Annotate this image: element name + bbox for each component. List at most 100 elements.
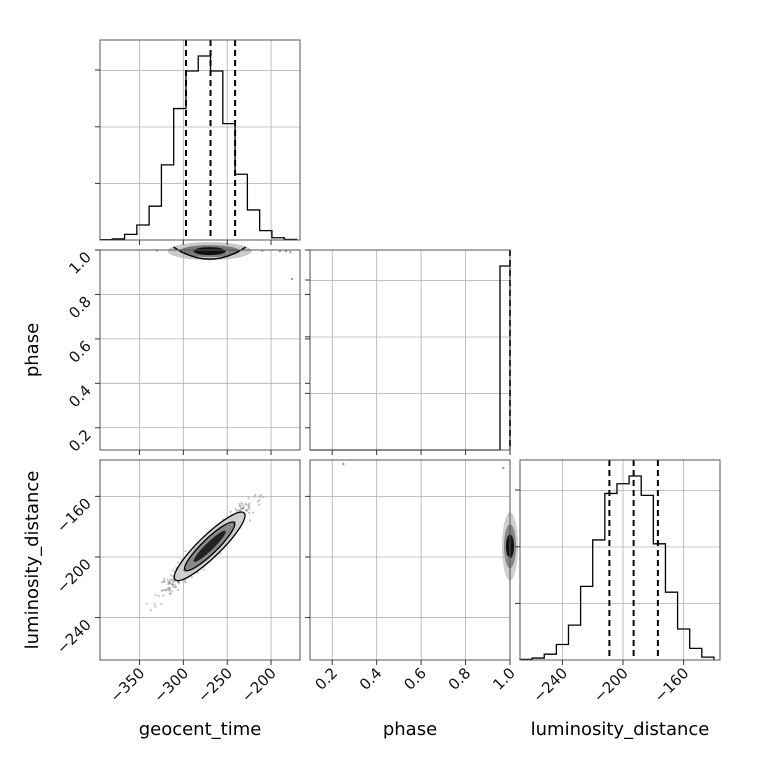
scatter-point: [171, 584, 174, 587]
panel-frame: [99, 459, 301, 661]
scatter-point: [284, 249, 288, 253]
scatter-point: [168, 587, 172, 590]
x-tick-label: 1.0: [489, 664, 519, 694]
scatter-point: [162, 580, 166, 584]
scatter-point: [170, 590, 174, 593]
scatter-point: [168, 582, 171, 585]
scatter-point: [254, 493, 257, 496]
scatter-point: [241, 507, 244, 510]
x-tick-label: 0.8: [445, 664, 475, 694]
scatter-point: [171, 582, 174, 586]
scatter-point: [172, 569, 175, 572]
panel-frame: [309, 459, 511, 661]
scatter-point: [168, 581, 171, 584]
scatter-point: [184, 581, 187, 584]
scatter-point: [154, 593, 157, 597]
scatter-point: [245, 509, 249, 512]
scatter-point: [153, 603, 156, 606]
scatter-point: [169, 581, 172, 584]
scatter-point: [154, 605, 157, 608]
scatter-point: [256, 500, 259, 503]
density-peak: [193, 247, 226, 256]
ylabel-phase: phase: [22, 323, 43, 377]
xlabel-phase: phase: [383, 719, 437, 740]
scatter-point: [173, 583, 176, 586]
scatter-point: [234, 507, 237, 511]
scatter-point: [167, 580, 170, 583]
contour-line: [173, 511, 246, 582]
x-tick-label: 0.6: [400, 664, 430, 694]
contour-line: [184, 521, 236, 572]
panel-frame: [99, 39, 301, 241]
scatter-point: [160, 602, 163, 606]
contour-line: [173, 246, 247, 260]
scatter-point: [290, 277, 294, 281]
scatter-point: [248, 511, 251, 515]
scatter-point: [247, 505, 250, 508]
scatter-point: [177, 582, 180, 585]
scatter-point: [240, 502, 243, 505]
scatter-point: [342, 462, 345, 466]
y-tick-label: −200: [53, 555, 95, 597]
scatter-point: [170, 574, 173, 577]
scatter-point: [247, 497, 250, 500]
scatter-point: [229, 510, 232, 513]
scatter-point: [164, 589, 168, 592]
scatter-point: [239, 508, 243, 511]
x-tick-label: 0.4: [356, 664, 386, 694]
y-tick-label: −160: [53, 494, 95, 536]
scatter-point: [238, 504, 242, 507]
scatter-point: [247, 503, 250, 507]
scatter-point: [247, 508, 250, 511]
scatter-point: [248, 502, 251, 505]
scatter-point: [168, 589, 171, 592]
scatter-point: [259, 494, 262, 497]
scatter-point: [176, 588, 180, 591]
scatter-point: [190, 576, 193, 579]
scatter-point: [177, 561, 180, 564]
scatter-point: [238, 509, 242, 512]
scatter-point: [237, 508, 240, 511]
scatter-point: [162, 594, 165, 597]
histogram-geocent_time: [99, 55, 298, 241]
panel-frame: [309, 249, 511, 451]
scatter-point: [244, 502, 247, 505]
scatter-point: [238, 502, 241, 505]
x-tick-label: −160: [651, 664, 693, 706]
scatter-point: [248, 506, 251, 509]
scatter-point: [160, 580, 164, 584]
scatter-point: [174, 585, 177, 588]
y-tick-label: 0.2: [65, 426, 95, 456]
histogram-phase: [310, 265, 511, 451]
scatter-point: [202, 568, 205, 572]
xlabel-geocent-time: geocent_time: [139, 719, 262, 740]
scatter-point: [168, 586, 171, 589]
scatter-point: [239, 505, 242, 508]
x-tick-label: −200: [238, 664, 280, 706]
scatter-point: [157, 594, 160, 598]
scatter-point: [168, 592, 171, 595]
scatter-point: [258, 499, 261, 502]
x-tick-label: −200: [590, 664, 632, 706]
scatter-point: [240, 507, 243, 510]
scatter-point: [162, 577, 166, 580]
scatter-point: [235, 509, 238, 512]
scatter-point: [252, 511, 255, 514]
scatter-point: [289, 251, 292, 254]
histogram-luminosity_distance: [519, 475, 715, 661]
scatter-point: [168, 589, 172, 592]
scatter-point: [174, 585, 177, 589]
x-tick-label: −240: [529, 664, 571, 706]
scatter-point: [149, 609, 152, 612]
scatter-point: [170, 583, 174, 586]
scatter-point: [163, 580, 166, 583]
scatter-point: [258, 503, 261, 506]
scatter-point: [278, 249, 282, 253]
scatter-point: [167, 583, 170, 586]
scatter-point: [166, 578, 169, 581]
density-peak: [193, 530, 226, 562]
scatter-point: [160, 589, 163, 593]
scatter-point: [163, 588, 166, 591]
scatter-point: [171, 580, 175, 583]
